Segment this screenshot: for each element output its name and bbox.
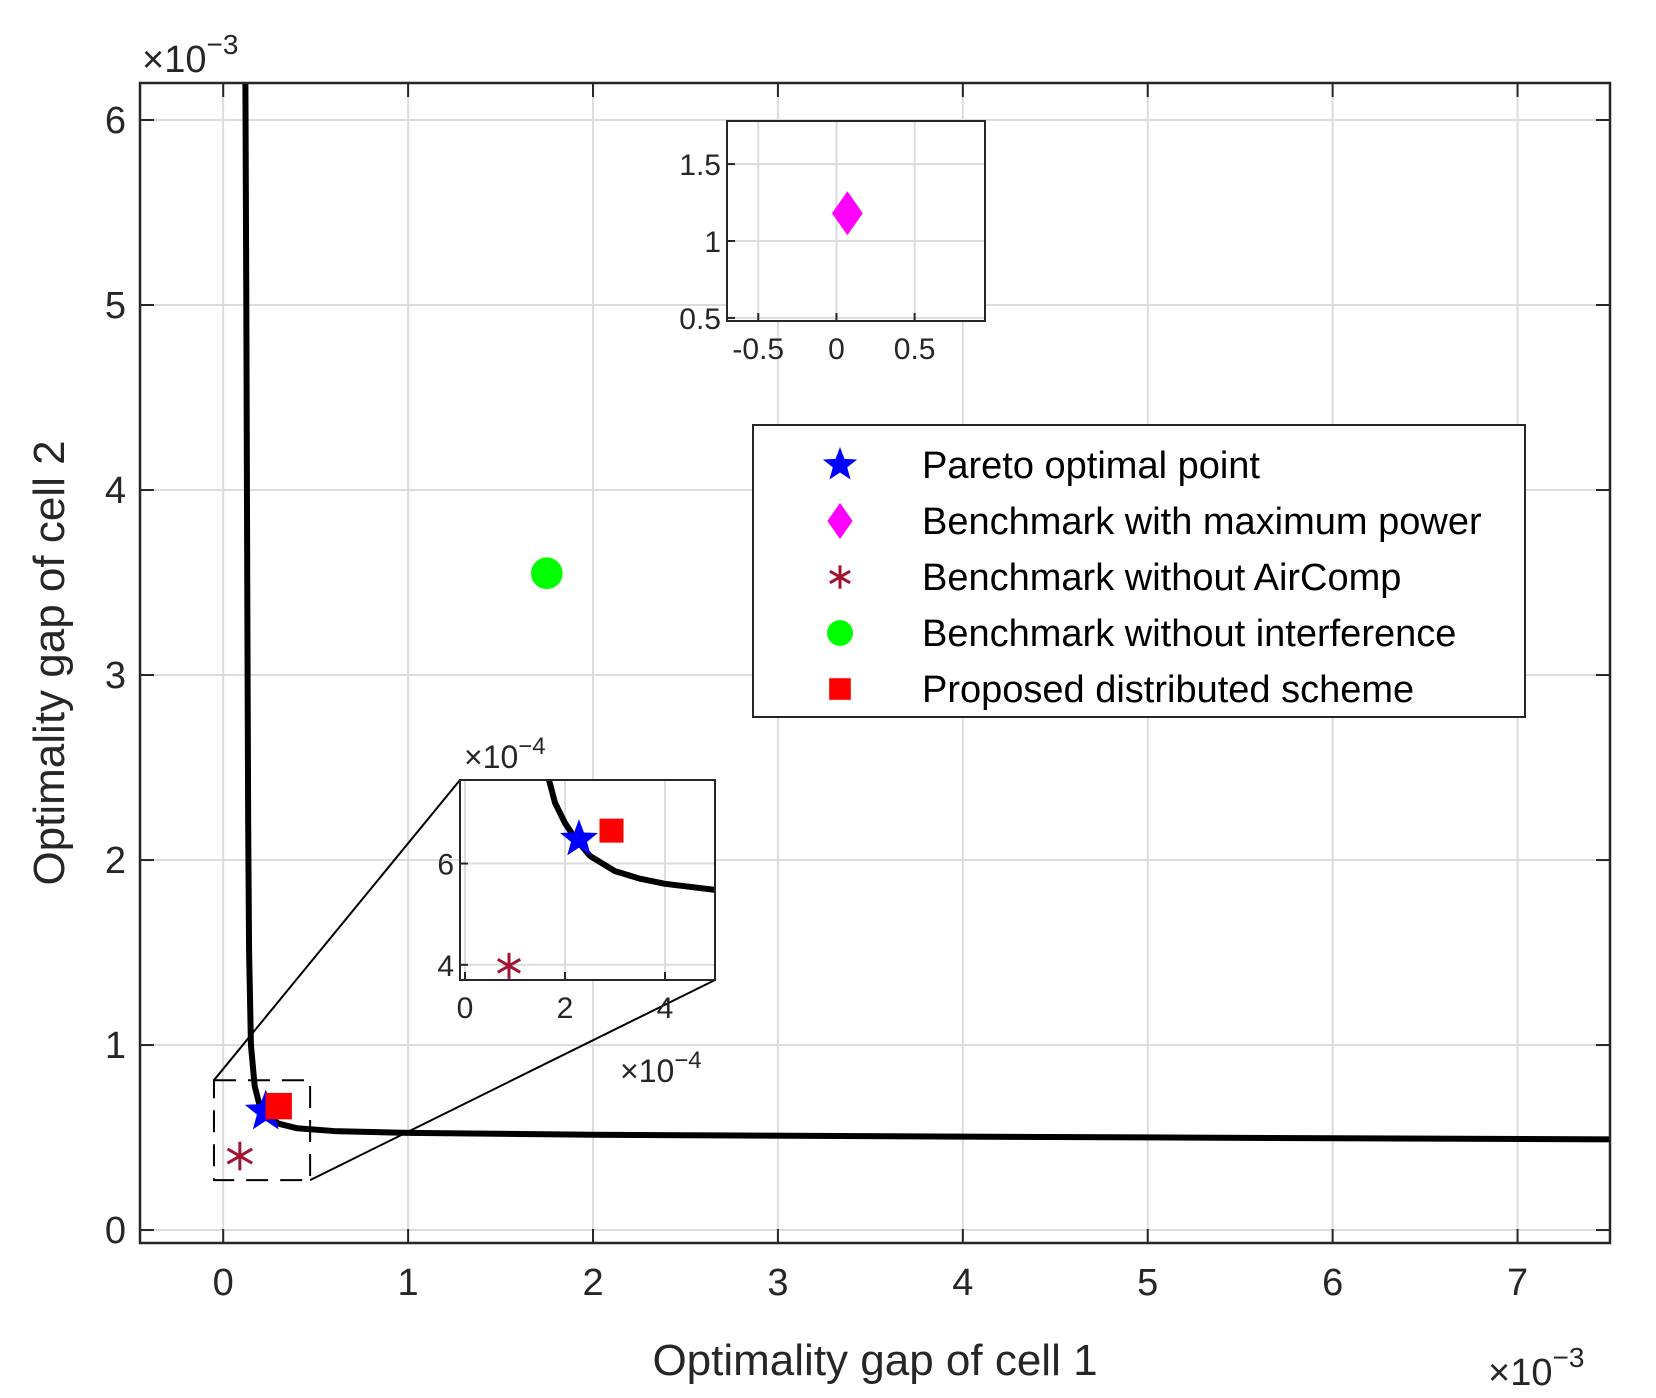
- inset-zoom-y-tick-label: 4: [437, 950, 454, 983]
- zoom-connector-lines: [213, 779, 716, 1181]
- zoom-box-layer: [212, 1079, 312, 1182]
- inset-top-grid: [727, 121, 985, 321]
- legend-benchmark-without-aircomp-marker: [829, 565, 851, 589]
- proposed-distributed-scheme-marker: [265, 1092, 292, 1120]
- y-axis-label: Optimality gap of cell 2: [25, 440, 74, 885]
- svg-text:×10−3: ×10−3: [142, 29, 238, 81]
- inset-zoom-y-exponent-power: −4: [518, 733, 545, 760]
- x-tick-label: 1: [398, 1262, 419, 1304]
- svg-text:×10−4: ×10−4: [620, 1047, 702, 1089]
- y-exponent-power: −3: [206, 29, 238, 60]
- legend-entry-proposed-distributed-scheme: Proposed distributed scheme: [829, 669, 1414, 711]
- inset-top-x-tick-label: -0.5: [732, 333, 784, 366]
- inset-top-ticks: -0.5 0 0.5 0.5 1 1.5: [679, 149, 935, 366]
- benchmark-without-interference-marker: [530, 557, 563, 590]
- inset-zoom-points: [496, 818, 624, 979]
- y-tick-label: 3: [105, 655, 126, 697]
- legend-entry-benchmark-with-maximum-power: Benchmark with maximum power: [827, 501, 1482, 543]
- inset-zoom-plot-area: [460, 780, 715, 980]
- inset-zoom-y-exponent-base: ×10: [464, 739, 518, 775]
- inset-top-x-tick-label: 0.5: [894, 333, 936, 366]
- inset-zoom-x-exponent-power: −4: [674, 1047, 701, 1074]
- inset-zoom-x-tick-label: 4: [657, 992, 674, 1025]
- inset-zoom-x-exponent-base: ×10: [620, 1053, 674, 1089]
- y-tick-label: 1: [105, 1025, 126, 1067]
- x-tick-label: 3: [767, 1262, 788, 1304]
- inset-zoom-y-tick-label: 6: [437, 849, 454, 882]
- x-tick-label: 4: [952, 1262, 973, 1304]
- legend-label: Pareto optimal point: [922, 445, 1260, 487]
- main-points-layer: [226, 557, 563, 1171]
- legend-label: Proposed distributed scheme: [922, 669, 1414, 711]
- benchmark-without-aircomp-marker: [226, 1141, 253, 1171]
- inset-zoom-grid: [460, 780, 715, 980]
- inset-zoom-curve-layer: [546, 779, 716, 893]
- inset-zoom-benchmark-without-aircomp-marker: [496, 952, 522, 979]
- y-tick-label: 0: [105, 1210, 126, 1252]
- inset-top-frame: [726, 120, 986, 322]
- svg-text:×10−3: ×10−3: [1488, 1342, 1584, 1394]
- zoom-connector-bottom: [309, 979, 716, 1181]
- inset-top-y-tick-label: 1: [704, 226, 721, 259]
- legend-label: Benchmark without AirComp: [922, 557, 1401, 599]
- legend-benchmark-without-interference-marker: [827, 620, 853, 646]
- y-tick-label: 2: [105, 840, 126, 882]
- x-exponent: ×10−3: [1488, 1342, 1584, 1394]
- x-tick-label: 2: [582, 1262, 603, 1304]
- inset-zoom-y-exponent: ×10−4: [464, 733, 546, 775]
- inset-zoom-curve: [546, 779, 716, 893]
- legend-entries: Pareto optimal point Benchmark with maxim…: [822, 445, 1482, 711]
- inset-zoom-x-tick-label: 2: [557, 992, 574, 1025]
- inset-top-x-tick-label: 0: [828, 333, 845, 366]
- y-exponent-base: ×10: [142, 39, 206, 81]
- x-tick-label: 0: [213, 1262, 234, 1304]
- legend-box: [752, 424, 1526, 718]
- x-tick-label: 6: [1322, 1262, 1343, 1304]
- legend-benchmark-with-maximum-power-marker: [827, 503, 853, 539]
- x-tick-label: 7: [1507, 1262, 1528, 1304]
- inset-top-y-tick-label: 0.5: [679, 303, 721, 336]
- legend-pareto-optimal-point-marker: [822, 447, 858, 480]
- legend: Pareto optimal point Benchmark with maxim…: [752, 424, 1526, 718]
- inset-zoom-frame: [459, 779, 716, 981]
- inset-zoom-proposed-distributed-scheme-marker: [599, 818, 624, 843]
- main-ticks: 0 1 2 3 4 5 6 7 0 1 2 3 4 5 6: [105, 83, 1610, 1304]
- inset-top-axes: -0.5 0 0.5 0.5 1 1.5: [679, 120, 986, 366]
- legend-entry-benchmark-without-interference: Benchmark without interference: [827, 613, 1456, 655]
- inset-zoom-axes: 0 2 446 ×10−4 ×10−4: [437, 733, 716, 1089]
- legend-proposed-distributed-scheme-marker: [829, 678, 851, 700]
- inset-zoom-pareto-optimal-point-marker: [559, 819, 599, 856]
- x-axis-label: Optimality gap of cell 1: [652, 1336, 1097, 1385]
- y-tick-label: 5: [105, 285, 126, 327]
- zoom-box: [212, 1079, 312, 1182]
- y-tick-label: 6: [105, 100, 126, 142]
- legend-entry-pareto-optimal-point: Pareto optimal point: [822, 445, 1260, 487]
- inset-top-points: [832, 191, 863, 236]
- x-exponent-base: ×10: [1488, 1352, 1552, 1394]
- inset-top-benchmark-with-maximum-power-marker: [832, 191, 863, 236]
- inset-zoom-ticks: 0 2 4 4 6: [437, 849, 673, 1025]
- legend-label: Benchmark without interference: [922, 613, 1456, 655]
- y-tick-label: 4: [105, 470, 126, 512]
- svg-text:×10−4: ×10−4: [464, 733, 546, 775]
- y-exponent: ×10−3: [142, 29, 238, 81]
- inset-zoom-x-exponent: ×10−4: [620, 1047, 702, 1089]
- legend-label: Benchmark with maximum power: [922, 501, 1482, 543]
- inset-top-y-tick-label: 1.5: [679, 149, 721, 182]
- inset-zoom-x-tick-label: 0: [457, 992, 474, 1025]
- x-tick-label: 5: [1137, 1262, 1158, 1304]
- zoom-connector-top: [213, 779, 461, 1081]
- legend-entry-benchmark-without-aircomp: Benchmark without AirComp: [829, 557, 1401, 599]
- main-axes-frame: [138, 81, 1612, 1245]
- x-exponent-power: −3: [1552, 1342, 1584, 1373]
